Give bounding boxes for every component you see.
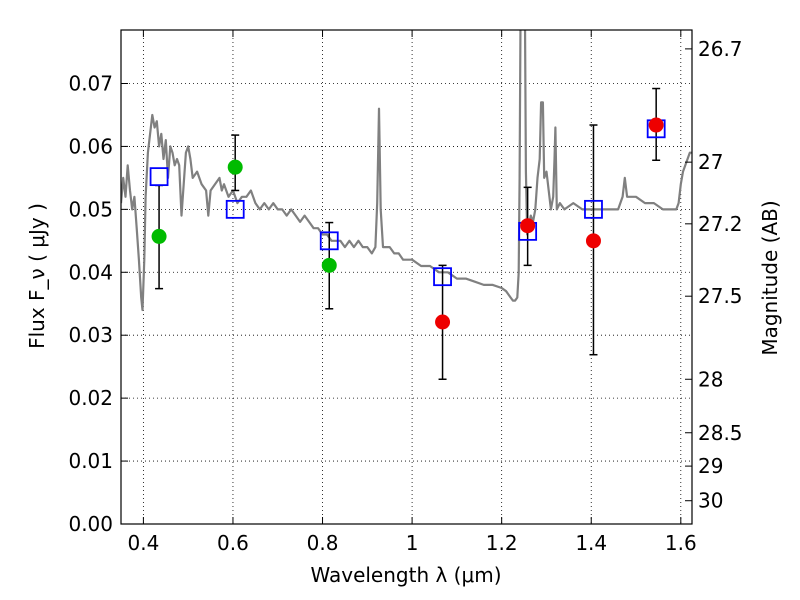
x-tick-label: 1.6 — [665, 531, 697, 555]
plot-area — [121, 30, 692, 381]
right-tick-label: 26.7 — [698, 37, 743, 61]
model-photometry-square — [433, 267, 452, 287]
x-tick-label: 1.2 — [486, 531, 518, 555]
x-tick-label: 1 — [406, 531, 419, 555]
right-tick-label: 27.5 — [698, 284, 743, 308]
model-photometry-squares — [149, 119, 666, 287]
measured-photometry-points — [151, 117, 664, 330]
y-tick-label: 0.07 — [68, 71, 113, 95]
right-axis-ticks: 26.7 27 27.2 27.5 28 28.5 29 30 — [685, 37, 743, 513]
right-tick-label: 28 — [698, 367, 723, 391]
x-tick-label: 0.8 — [307, 531, 339, 555]
model-photometry-square — [319, 231, 339, 251]
x-axis-title: Wavelength λ (μm) — [310, 563, 501, 587]
right-tick-label: 27 — [698, 150, 723, 174]
y-tick-label: 0.00 — [68, 512, 113, 536]
measured-photometry-point — [435, 314, 451, 330]
right-tick-label: 28.5 — [698, 421, 743, 445]
x-axis-ticks: 0.4 0.6 0.8 1 1.2 1.4 1.6 — [127, 30, 697, 555]
y-axis-title: Flux F_ν ( μJy ) — [25, 203, 49, 349]
measured-photometry-point — [321, 257, 337, 273]
y-tick-label: 0.05 — [68, 197, 113, 221]
model-photometry-square — [225, 199, 245, 219]
y-tick-label: 0.02 — [68, 386, 113, 410]
right-tick-label: 30 — [698, 489, 723, 513]
right-axis-title: Magnitude (AB) — [758, 200, 782, 355]
measured-photometry-point — [520, 218, 536, 234]
model-photometry-square — [584, 199, 603, 219]
plot-frame — [120, 29, 693, 525]
measured-photometry-point — [151, 228, 167, 244]
y-tick-label: 0.01 — [68, 449, 113, 473]
y-axis-ticks: 0.00 0.01 0.02 0.03 0.04 0.05 0.06 0.07 — [68, 71, 128, 536]
right-tick-label: 29 — [698, 454, 723, 478]
model-spectrum-line — [121, 30, 692, 312]
y-tick-label: 0.06 — [68, 134, 113, 158]
measured-photometry-point — [648, 117, 664, 133]
x-tick-label: 0.6 — [217, 531, 249, 555]
x-tick-label: 1.4 — [575, 531, 607, 555]
measured-photometry-point — [227, 159, 243, 175]
measured-photometry-point — [585, 233, 601, 249]
right-tick-label: 27.2 — [698, 212, 743, 236]
y-tick-label: 0.03 — [68, 323, 113, 347]
x-tick-label: 0.4 — [127, 531, 159, 555]
y-tick-label: 0.04 — [68, 260, 113, 284]
model-photometry-square — [149, 167, 169, 187]
